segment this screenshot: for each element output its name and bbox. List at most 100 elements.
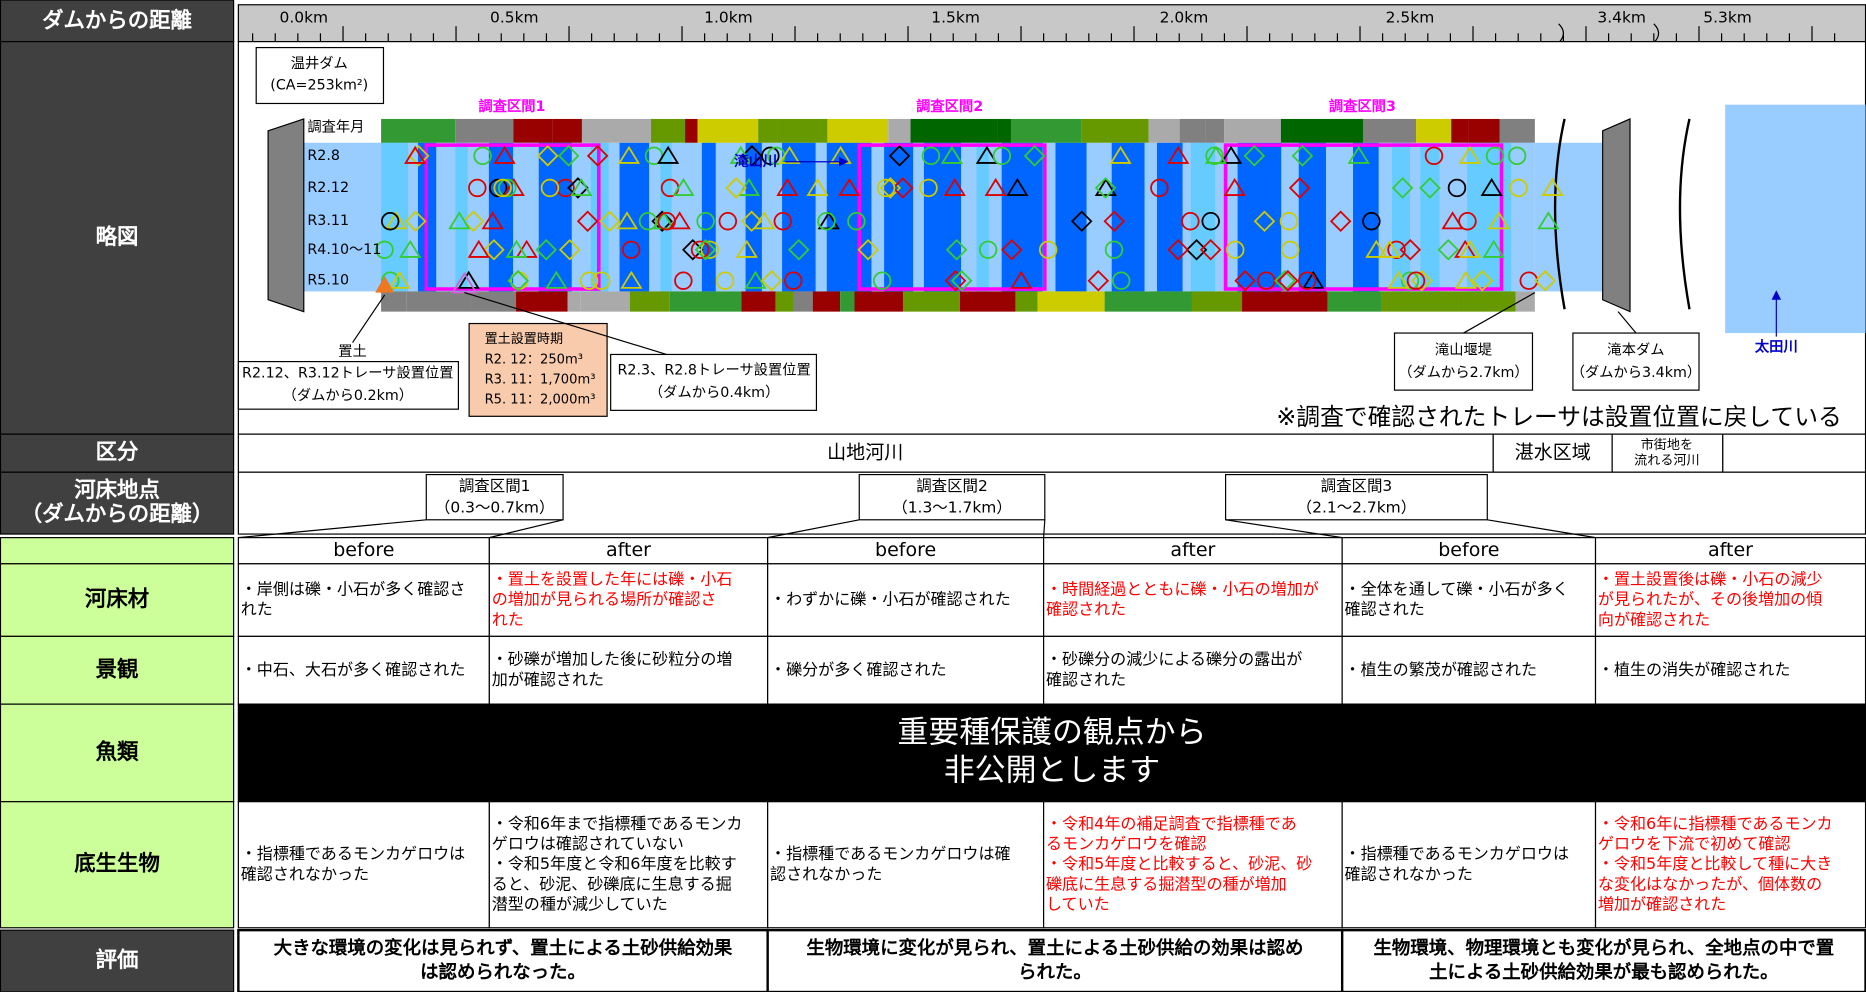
- tracer: [621, 240, 641, 260]
- bank: [1179, 118, 1206, 143]
- survey-year: R3.11: [307, 213, 349, 229]
- tracer: [1485, 146, 1505, 166]
- tracer: [1087, 269, 1110, 292]
- table-cell: [1341, 635, 1597, 705]
- tracer: [690, 240, 710, 260]
- tracer: [919, 178, 938, 198]
- tracer: [740, 210, 763, 233]
- bank: [1191, 291, 1243, 312]
- tracer: [1441, 211, 1464, 230]
- bank: [1381, 291, 1459, 312]
- scale-label: 1.5km: [931, 8, 980, 26]
- cell-text: 確認された: [1046, 600, 1126, 619]
- bank: [1416, 118, 1452, 143]
- cell-text: ・植生の繁茂が確認された: [1345, 660, 1538, 679]
- cell-text: ・指標種であるモンカゲロウは: [241, 844, 465, 863]
- callout-text: 置土設置時期: [485, 331, 563, 347]
- scale-label: 2.5km: [1386, 8, 1435, 26]
- leader: [1487, 519, 1596, 539]
- division-cell: [237, 433, 1494, 473]
- table-cell: [488, 563, 769, 637]
- tracer: [1454, 270, 1477, 289]
- evaluation-text: 生物環境、物理環境とも変化が見られ、全地点の中で置: [1373, 937, 1834, 959]
- cell-text: 認されなかった: [770, 864, 882, 883]
- survey-year: R4.10～11: [307, 242, 381, 258]
- callout-text: R5. 11：2,000m³: [485, 393, 596, 408]
- tracer: [1000, 239, 1023, 261]
- river-stripe: [1392, 142, 1411, 292]
- cell-text: ・礫分が多く確認された: [770, 660, 947, 679]
- row-label: 評価: [96, 947, 139, 973]
- row-header: [0, 929, 235, 992]
- callout-text: 滝山堰堤: [1435, 341, 1492, 358]
- bank: [1327, 291, 1382, 312]
- tracer: [1167, 239, 1189, 261]
- tracer: [1006, 177, 1029, 196]
- tracer: [448, 211, 471, 230]
- river-stripe: [1055, 142, 1087, 292]
- tracer: [615, 211, 639, 230]
- tracer: [857, 239, 879, 261]
- bank: [629, 291, 670, 312]
- tracer: [1288, 177, 1311, 199]
- cell-text: ・わずかに礫・小石が確認された: [770, 590, 1011, 609]
- river: [303, 142, 1535, 292]
- table-cell: [1341, 801, 1597, 929]
- column-header: [767, 537, 1045, 565]
- tracer: [1291, 145, 1314, 167]
- section-box: [424, 143, 601, 291]
- cell-text: ・令和4年の補足調査で指標種であ: [1046, 814, 1297, 833]
- tracer: [468, 178, 487, 198]
- tracer: [1010, 270, 1033, 289]
- tracer: [950, 269, 973, 292]
- tracer: [1104, 240, 1124, 260]
- tracer: [876, 178, 896, 198]
- point-label: 調査区間2: [916, 477, 988, 495]
- tracer: [493, 178, 512, 198]
- bank: [552, 118, 582, 143]
- callout: [1393, 332, 1534, 391]
- river-stripe: [1001, 142, 1043, 292]
- tracer: [1480, 177, 1503, 196]
- bank: [959, 291, 1016, 312]
- cell-text: ・中石、大石が多く確認された: [241, 660, 466, 679]
- survey-label: 調査年月: [307, 118, 364, 135]
- bank: [581, 118, 651, 143]
- bank: [910, 118, 998, 143]
- bank: [827, 118, 889, 143]
- callout-text: （ダムから0.4km）: [649, 384, 779, 401]
- tracer: [576, 210, 599, 233]
- callout-text: 滝本ダム: [1607, 341, 1664, 358]
- river-label: 太田川: [1755, 337, 1798, 355]
- river-stripe: [1353, 142, 1379, 292]
- division-text: 流れる河川: [1634, 452, 1699, 468]
- tracer: [1167, 145, 1190, 164]
- bank: [888, 118, 911, 143]
- tracer: [788, 239, 810, 261]
- column-label: after: [1170, 539, 1215, 561]
- bank: [1468, 118, 1500, 143]
- tracer: [557, 145, 580, 167]
- tracer: [1458, 145, 1481, 164]
- tracer: [888, 145, 911, 167]
- cell-text: ・砂礫分の減少による礫分の露出が: [1046, 650, 1302, 669]
- bank: [513, 118, 553, 143]
- tracer: [404, 210, 427, 233]
- tracer: [1274, 269, 1296, 292]
- tracer: [761, 146, 780, 166]
- tracer: [617, 145, 641, 164]
- tracer: [457, 270, 480, 289]
- callout-text: R2.12、R3.12トレーサ設置位置: [242, 364, 453, 381]
- bank: [1148, 118, 1180, 143]
- callout-text: 置土: [338, 343, 367, 360]
- evaluation-text: 生物環境に変化が見られ、置土による土砂供給の効果は認め: [806, 937, 1303, 959]
- division-text: 山地河川: [827, 442, 903, 464]
- header-cell: [0, 471, 235, 535]
- tracer: [467, 239, 490, 258]
- callout-text: （ダムから3.4km）: [1571, 364, 1701, 381]
- bank: [685, 118, 698, 143]
- row-label: 底生生物: [74, 851, 160, 877]
- tracer: [399, 239, 422, 258]
- tracer: [1391, 177, 1414, 199]
- arrow-head: [839, 157, 849, 167]
